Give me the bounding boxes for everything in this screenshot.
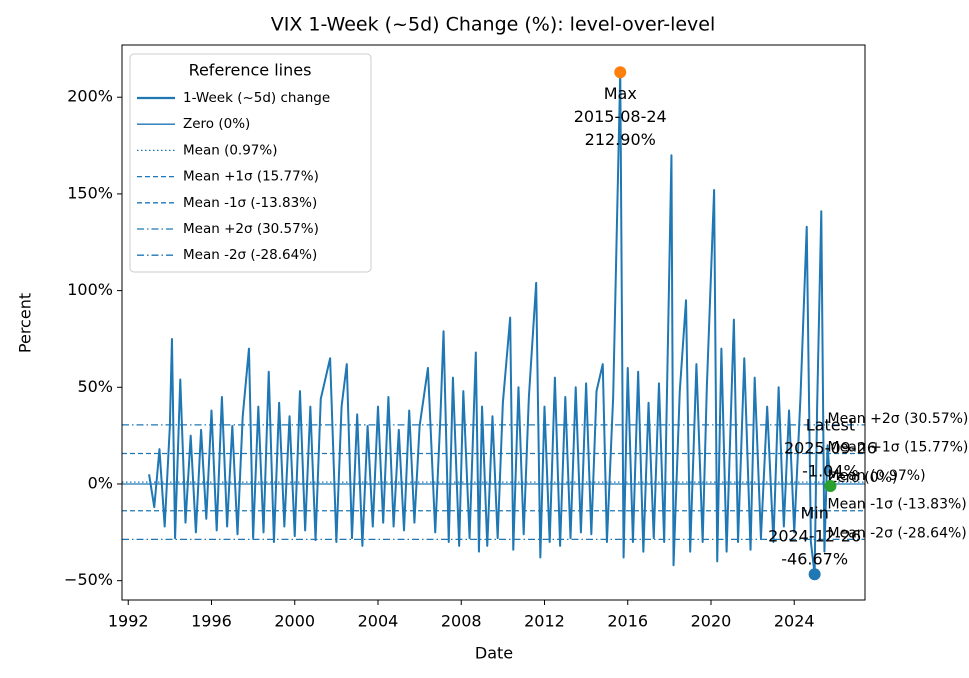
x-tick-label: 2020: [691, 612, 732, 631]
annotation-text: Min: [800, 504, 828, 523]
annotation-text: 2025-09-26: [784, 438, 877, 457]
x-tick-label: 1992: [108, 612, 149, 631]
chart-title: VIX 1-Week (~5d) Change (%): level-over-…: [271, 14, 716, 36]
x-tick-label: 2000: [274, 612, 315, 631]
reference-line-label: Mean -1σ (-13.83%): [828, 497, 967, 513]
reference-line-label: Mean -2σ (-28.64%): [828, 525, 967, 541]
plot-frame: [121, 44, 866, 601]
legend-label: Mean (0.97%): [183, 142, 278, 158]
y-tick-label: 100%: [67, 280, 113, 299]
data-line: [148, 71, 832, 576]
y-tick-label: 150%: [67, 183, 113, 202]
x-axis-label: Date: [475, 644, 513, 663]
annotation-text: 2015-08-24: [574, 107, 667, 126]
reference-line-label: Zero (0%): [828, 470, 898, 486]
legend-box: [129, 53, 372, 273]
legend-label: Mean -1σ (-13.83%): [183, 195, 317, 211]
legend-label: Mean +2σ (30.57%): [183, 221, 319, 237]
legend: Reference lines 1-Week (~5d) change Zero (…: [129, 53, 372, 273]
x-tick-label: 2024: [774, 612, 815, 631]
annotation-text: 212.90%: [585, 130, 656, 149]
y-tick-label: 200%: [67, 87, 113, 106]
reference-line-label: Mean +1σ (15.77%): [828, 439, 969, 455]
annotation-text: Latest: [806, 415, 855, 434]
y-axis-label: Percent: [16, 293, 35, 353]
annotation-marker: [808, 568, 821, 581]
reference-line-label: Mean +2σ (30.57%): [828, 411, 969, 427]
plot-area: [122, 71, 865, 576]
x-tick-label: 2004: [358, 612, 399, 631]
annotation-marker: [614, 66, 627, 79]
legend-title: Reference lines: [189, 61, 312, 80]
legend-label: Mean -2σ (-28.64%): [183, 247, 317, 263]
legend-label: Mean +1σ (15.77%): [183, 169, 319, 185]
y-tick-label: 50%: [77, 377, 113, 396]
legend-label: Zero (0%): [183, 116, 250, 132]
x-tick-label: 2012: [524, 612, 565, 631]
annotation-text: -1.04%: [802, 461, 859, 480]
annotation-text: Max: [604, 84, 637, 103]
y-tick-label: −50%: [64, 570, 113, 589]
x-tick-label: 1996: [191, 612, 232, 631]
annotation-text: 2024-12-26: [768, 527, 861, 546]
x-tick-label: 2008: [441, 612, 482, 631]
x-tick-label: 2016: [607, 612, 648, 631]
annotation-text: -46.67%: [781, 550, 848, 569]
reference-line-label: Mean (0.97%): [828, 468, 926, 484]
y-tick-label: 0%: [88, 473, 113, 492]
annotation-marker: [824, 479, 837, 492]
legend-label: 1-Week (~5d) change: [183, 90, 330, 106]
